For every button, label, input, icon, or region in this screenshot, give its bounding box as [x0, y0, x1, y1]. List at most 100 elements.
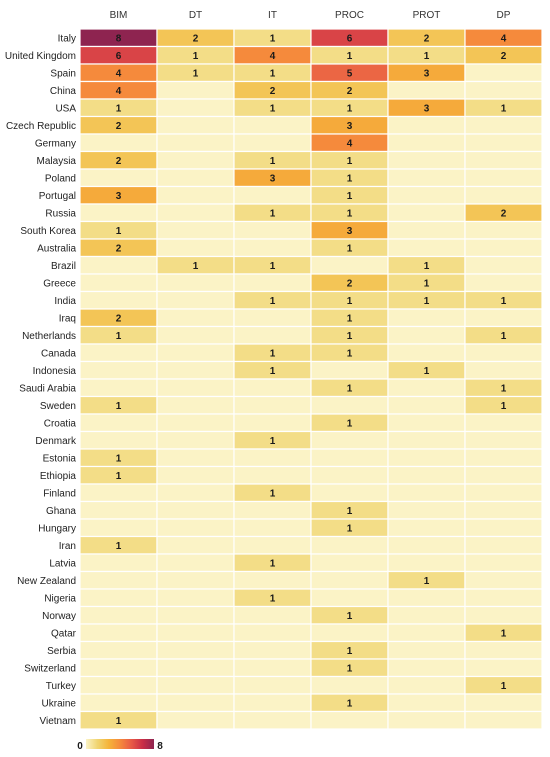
cell-value-labels: 8 2 1 6 2 4 6 1 4 1 1 2 4 1 1 5 3 4 2 2 1 1 1 3 1 2 3 4 2 1 1 3 1 3 1 1 1 2 1 3… [116, 33, 507, 727]
legend-color-bar [86, 739, 154, 749]
cell-value-label: 1 [116, 541, 122, 552]
heatmap-cell [464, 640, 543, 660]
heatmap-cell [464, 570, 543, 590]
heatmap-cell [156, 588, 235, 608]
cell-value-label: 1 [270, 33, 276, 44]
heatmap-cell [387, 465, 466, 485]
cell-value-label: 1 [193, 68, 199, 79]
heatmap-cell [464, 658, 543, 678]
heatmap-cell [387, 150, 466, 170]
row-label-finland: Finland [43, 488, 76, 499]
cell-value-label: 1 [270, 261, 276, 272]
column-label-prot: PROT [413, 10, 441, 21]
heatmap-cell [79, 290, 158, 310]
cell-value-label: 6 [116, 51, 122, 62]
heatmap-cell [464, 588, 543, 608]
heatmap-cell [79, 430, 158, 450]
heatmap-cell [464, 430, 543, 450]
heatmap-cell [156, 98, 235, 118]
heatmap-cell [233, 675, 312, 695]
row-label-czech-republic: Czech Republic [6, 121, 76, 132]
cell-value-label: 3 [347, 226, 353, 237]
heatmap-cell [156, 430, 235, 450]
heatmap-cell [156, 238, 235, 258]
heatmap-cell [310, 710, 389, 730]
cell-value-label: 1 [193, 51, 199, 62]
heatmap-cell [156, 203, 235, 223]
heatmap-cell [387, 80, 466, 100]
row-label-russia: Russia [45, 208, 76, 219]
cell-value-label: 4 [270, 51, 276, 62]
heatmap-cell [464, 483, 543, 503]
heatmap-cell [233, 570, 312, 590]
heatmap-cell [79, 413, 158, 433]
heatmap-cell [233, 710, 312, 730]
cell-value-label: 2 [424, 33, 430, 44]
column-labels: BIM DT IT PROC PROT DP [110, 10, 511, 21]
row-label-china: China [50, 86, 77, 97]
heatmap-cell [156, 640, 235, 660]
heatmap-cell [387, 623, 466, 643]
cell-value-label: 1 [347, 698, 353, 709]
cell-value-label: 1 [347, 418, 353, 429]
heatmap-cell [79, 203, 158, 223]
cell-value-label: 2 [193, 33, 199, 44]
cell-value-label: 1 [347, 348, 353, 359]
cell-value-label: 4 [116, 86, 122, 97]
cell-value-label: 1 [270, 436, 276, 447]
heatmap-cell [156, 465, 235, 485]
row-label-portugal: Portugal [39, 191, 76, 202]
heatmap-cell [310, 675, 389, 695]
column-label-bim: BIM [110, 10, 128, 21]
cell-value-label: 1 [347, 523, 353, 534]
heatmap-cell [79, 133, 158, 153]
heatmap-cell [79, 605, 158, 625]
heatmap-cell [156, 570, 235, 590]
row-label-nigeria: Nigeria [44, 593, 76, 604]
heatmap-cell [233, 133, 312, 153]
heatmap-cell [233, 623, 312, 643]
row-label-poland: Poland [45, 173, 76, 184]
cell-value-label: 1 [347, 611, 353, 622]
row-label-malaysia: Malaysia [37, 156, 77, 167]
row-label-italy: Italy [58, 33, 76, 44]
heatmap-cell [156, 378, 235, 398]
cell-value-label: 1 [116, 103, 122, 114]
heatmap-cell [233, 325, 312, 345]
row-label-canada: Canada [41, 348, 76, 359]
heatmap-cell [310, 483, 389, 503]
heatmap-cell [156, 693, 235, 713]
cell-value-label: 1 [424, 261, 430, 272]
heatmap-cell [79, 658, 158, 678]
heatmap-cell [233, 273, 312, 293]
column-label-dt: DT [189, 10, 202, 21]
heatmap-cell [233, 115, 312, 135]
row-label-iraq: Iraq [59, 313, 76, 324]
cell-value-label: 1 [347, 663, 353, 674]
cell-value-label: 2 [347, 278, 353, 289]
heatmap-cell [156, 535, 235, 555]
heatmap-cell [387, 693, 466, 713]
heatmap-cell [464, 308, 543, 328]
cell-value-label: 1 [424, 296, 430, 307]
cell-value-label: 1 [270, 488, 276, 499]
heatmap-cell [387, 378, 466, 398]
heatmap-cell [464, 133, 543, 153]
cell-value-label: 1 [501, 681, 507, 692]
heatmap-cell [464, 63, 543, 83]
heatmap-cell [464, 413, 543, 433]
cell-value-label: 2 [116, 121, 122, 132]
heatmap-cell [310, 360, 389, 380]
row-label-turkey: Turkey [46, 681, 76, 692]
heatmap-cell [233, 535, 312, 555]
heatmap-cell [156, 413, 235, 433]
heatmap-cell [464, 710, 543, 730]
heatmap-cell [156, 483, 235, 503]
row-label-hungary: Hungary [38, 523, 76, 534]
heatmap-cell [233, 413, 312, 433]
cell-value-label: 1 [347, 296, 353, 307]
heatmap-cell [310, 448, 389, 468]
cell-value-label: 1 [270, 208, 276, 219]
heatmap-cell [387, 185, 466, 205]
